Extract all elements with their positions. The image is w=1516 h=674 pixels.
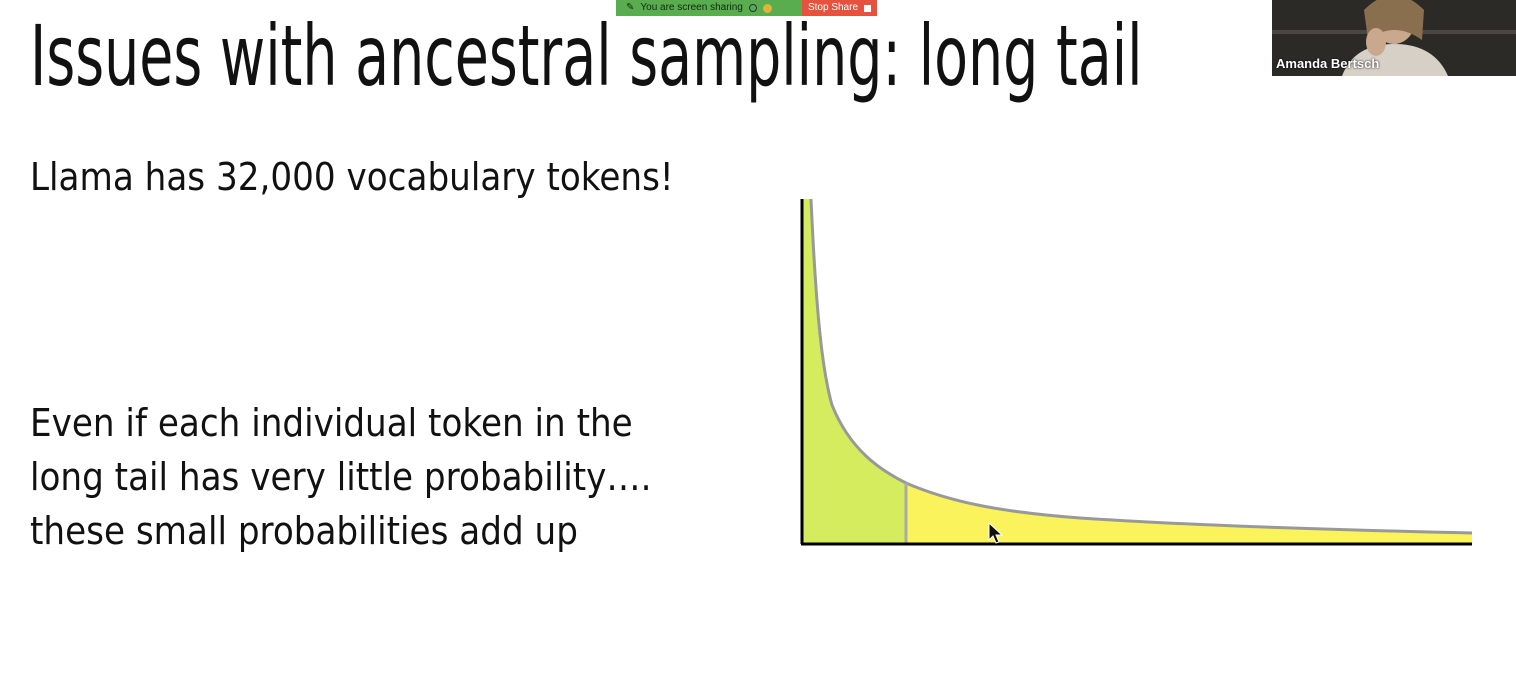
long-tail-paragraph: Even if each individual token in the lon… (30, 396, 651, 558)
screen-share-status: ✎ You are screen sharing (616, 0, 802, 16)
mouse-pointer-icon (988, 522, 1004, 544)
long-tail-diagram (800, 198, 1473, 546)
distribution-curve (809, 198, 1473, 535)
paragraph-line: these small probabilities add up (30, 509, 578, 553)
slide-title: Issues with ancestral sampling: long tai… (30, 7, 1143, 105)
paragraph-line: Even if each individual token in the (30, 401, 633, 445)
stop-share-label: Stop Share (807, 2, 859, 13)
info-icon[interactable] (762, 3, 772, 13)
stop-share-button[interactable]: Stop Share (802, 0, 877, 16)
stop-icon (864, 4, 872, 12)
participant-video[interactable]: Amanda Bertsch (1272, 0, 1516, 76)
tail-area (906, 483, 1472, 544)
screen-share-status-text: You are screen sharing (640, 2, 743, 13)
vocab-line: Llama has 32,000 vocabulary tokens! (30, 155, 674, 199)
paragraph-line: long tail has very little probability…. (30, 455, 652, 499)
participant-name: Amanda Bertsch (1276, 56, 1380, 71)
annotate-icon[interactable]: ✎ (626, 2, 635, 13)
pause-icon[interactable] (748, 4, 757, 12)
head-area (802, 199, 906, 544)
participant-silhouette (1272, 0, 1516, 76)
screen-share-toolbar: ✎ You are screen sharing Stop Share (616, 0, 877, 16)
